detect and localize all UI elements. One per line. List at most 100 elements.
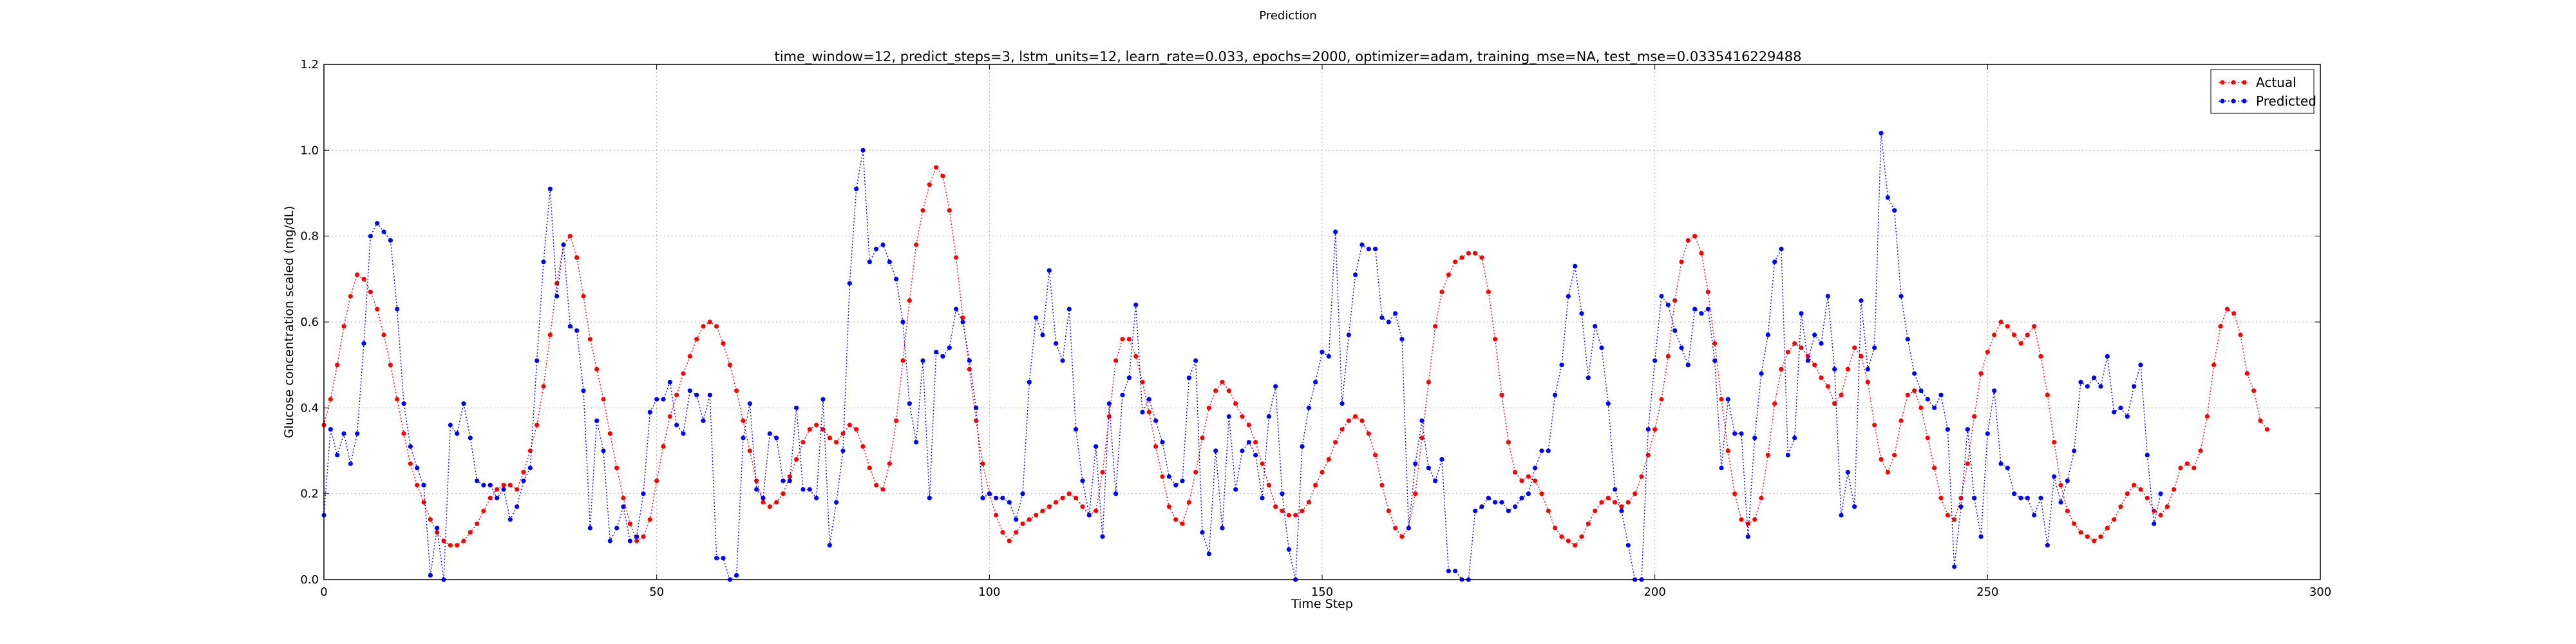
data-point-predicted — [1120, 392, 1125, 397]
data-point-actual — [1653, 427, 1658, 432]
data-point-predicted — [1379, 315, 1385, 320]
data-point-actual — [1645, 453, 1651, 458]
data-point-actual — [1166, 504, 1171, 509]
data-point-predicted — [874, 247, 879, 252]
data-point-predicted — [1366, 247, 1371, 252]
data-point-predicted — [754, 487, 759, 492]
data-point-predicted — [674, 422, 679, 428]
data-point-predicted — [1832, 366, 1837, 372]
data-point-predicted — [1872, 345, 1877, 350]
data-point-predicted — [368, 234, 373, 239]
data-point-actual — [421, 500, 426, 505]
data-point-actual — [1080, 504, 1085, 509]
data-point-actual — [1146, 410, 1151, 415]
data-point-actual — [335, 363, 340, 368]
data-point-predicted — [994, 495, 999, 500]
data-point-predicted — [1393, 311, 1398, 316]
data-point-actual — [547, 332, 553, 337]
data-point-predicted — [847, 281, 852, 286]
data-point-actual — [1000, 530, 1005, 535]
data-point-actual — [920, 208, 925, 213]
x-tick-label: 200 — [1643, 585, 1665, 599]
data-point-predicted — [2085, 384, 2090, 389]
data-point-predicted — [721, 556, 726, 561]
data-point-actual — [854, 427, 859, 432]
data-point-actual — [2132, 482, 2137, 488]
data-point-actual — [1126, 337, 1132, 342]
data-point-predicted — [1153, 418, 1159, 423]
data-point-actual — [2012, 332, 2017, 337]
data-point-actual — [1692, 234, 1698, 239]
data-point-actual — [2251, 388, 2257, 393]
y-tick-label: 0.8 — [300, 230, 319, 243]
data-point-actual — [2204, 414, 2210, 419]
data-point-actual — [1573, 543, 1578, 548]
data-point-predicted — [1958, 504, 1964, 509]
y-tick-label: 1.0 — [300, 144, 319, 157]
data-point-actual — [714, 324, 719, 329]
data-point-predicted — [1705, 307, 1710, 312]
data-point-predicted — [1852, 504, 1857, 509]
data-point-actual — [1745, 521, 1750, 526]
data-point-actual — [1752, 517, 1757, 522]
data-point-actual — [907, 298, 912, 303]
data-point-actual — [894, 418, 899, 423]
data-point-actual — [1100, 469, 1105, 475]
data-point-actual — [2072, 521, 2077, 526]
data-point-predicted — [381, 229, 386, 234]
data-point-predicted — [687, 388, 692, 393]
data-point-predicted — [1086, 513, 1092, 518]
data-point-actual — [1379, 482, 1385, 488]
data-point-actual — [1885, 469, 1890, 475]
data-point-actual — [1899, 418, 1904, 423]
x-tick-label: 0 — [320, 585, 327, 599]
data-point-actual — [954, 255, 959, 260]
data-point-actual — [781, 491, 786, 497]
data-point-predicted — [1519, 495, 1524, 500]
data-point-actual — [1639, 474, 1644, 479]
data-point-actual — [1386, 508, 1391, 513]
data-point-actual — [1839, 392, 1844, 397]
data-point-predicted — [1879, 131, 1884, 136]
data-point-predicted — [2058, 500, 2063, 505]
data-point-predicted — [341, 431, 346, 436]
data-point-predicted — [581, 388, 586, 393]
data-point-predicted — [1080, 478, 1085, 484]
data-point-actual — [1799, 345, 1804, 350]
data-point-predicted — [834, 500, 839, 505]
data-point-actual — [1792, 341, 1797, 346]
data-point-actual — [1992, 332, 1997, 337]
data-point-actual — [721, 341, 726, 346]
data-point-predicted — [388, 238, 393, 243]
data-point-actual — [2092, 538, 2097, 544]
data-point-actual — [980, 461, 985, 466]
data-point-predicted — [607, 538, 612, 544]
data-point-predicted — [2072, 448, 2077, 453]
data-point-actual — [2065, 508, 2070, 513]
data-point-predicted — [1839, 513, 1844, 518]
data-point-actual — [527, 448, 533, 453]
data-point-actual — [1034, 513, 1039, 518]
data-point-predicted — [681, 431, 686, 436]
data-point-predicted — [954, 307, 959, 312]
series-line-actual — [323, 166, 2268, 546]
data-point-predicted — [920, 358, 925, 363]
data-point-actual — [401, 431, 406, 436]
data-point-actual — [1965, 461, 1970, 466]
data-point-predicted — [1665, 302, 1671, 307]
data-point-actual — [581, 294, 586, 299]
data-point-predicted — [1792, 435, 1797, 440]
data-point-actual — [2244, 371, 2249, 376]
data-point-actual — [1326, 457, 1331, 462]
data-point-predicted — [567, 324, 573, 329]
data-point-actual — [741, 418, 746, 423]
data-point-actual — [2158, 513, 2163, 518]
data-point-actual — [1978, 371, 1984, 376]
data-point-actual — [1120, 337, 1125, 342]
legend-swatch-dot — [2242, 99, 2247, 104]
data-point-predicted — [1672, 328, 1678, 333]
data-point-actual — [507, 482, 513, 488]
x-tick-label: 100 — [978, 585, 1000, 599]
data-point-predicted — [860, 147, 866, 153]
data-point-actual — [1426, 379, 1431, 384]
